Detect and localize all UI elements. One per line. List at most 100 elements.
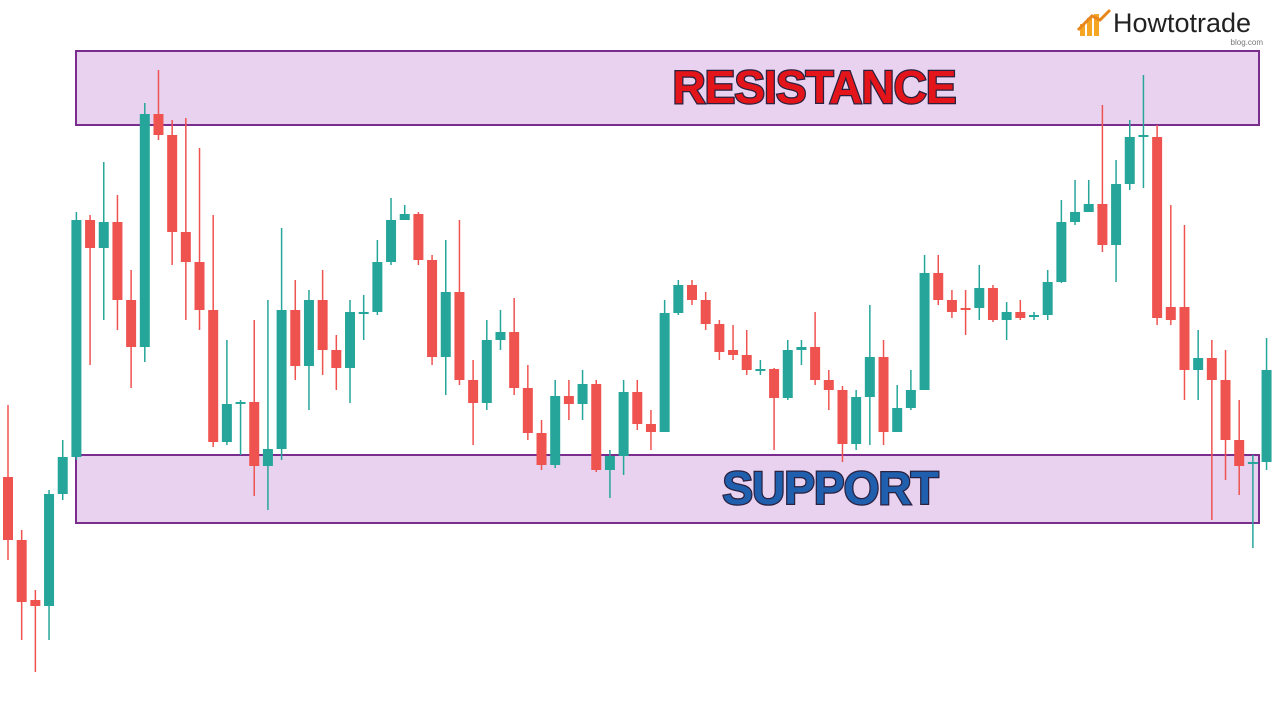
candle-body (645, 424, 656, 432)
candle-body (632, 392, 643, 424)
candle-body (823, 380, 834, 390)
candle-body (946, 300, 957, 312)
candle-body (413, 214, 424, 260)
candle-body (1015, 312, 1026, 318)
candle-body (851, 397, 862, 444)
candle-body (563, 396, 574, 404)
candle-body (1179, 307, 1190, 370)
candle-body (878, 357, 889, 432)
candle-body (755, 369, 766, 371)
candle-body (1247, 462, 1258, 464)
candle-body (1206, 358, 1217, 380)
candle-body (1234, 440, 1245, 466)
candle-body (700, 300, 711, 324)
candle-body (372, 262, 383, 312)
candle-body (591, 384, 602, 470)
candle-body (57, 457, 68, 494)
candle-body (618, 392, 629, 456)
candle-body (960, 308, 971, 310)
candle-body (1001, 312, 1012, 320)
candle-body (1083, 204, 1094, 212)
candle-body (987, 288, 998, 320)
candle-body (905, 390, 916, 408)
candle-body (167, 135, 178, 232)
candle-body (550, 396, 561, 465)
candle-body (728, 350, 739, 355)
candle-body (454, 292, 465, 380)
zone-label: SUPPORT (722, 462, 938, 514)
candle-body (235, 402, 246, 404)
candle-body (522, 388, 533, 433)
candle-body (796, 347, 807, 350)
candle-body (495, 332, 506, 340)
candle-body (577, 384, 588, 404)
candle-body (3, 477, 13, 540)
candle-body (1056, 222, 1067, 282)
candle-body (864, 357, 875, 397)
zone (75, 454, 1260, 524)
candle-body (604, 456, 615, 470)
candle-body (1097, 204, 1108, 245)
candle-body (331, 350, 342, 368)
zone-label: RESISTANCE (672, 61, 955, 113)
candle-body (1152, 137, 1163, 318)
candle-body (1165, 307, 1176, 320)
plot: RESISTANCE SUPPORT (3, 50, 1272, 672)
candle-body (317, 300, 328, 350)
candle-body (769, 369, 780, 398)
candle-body (741, 355, 752, 370)
candle-body (714, 324, 725, 352)
zone (75, 50, 1260, 126)
candle-body (153, 114, 164, 135)
candle-body (509, 332, 520, 388)
candle-body (44, 494, 55, 606)
candle-body (126, 300, 137, 347)
candle-body (1193, 358, 1204, 370)
candle-body (303, 300, 314, 366)
candle-body (892, 408, 903, 432)
candle-body (481, 340, 492, 403)
candle-body (659, 313, 670, 432)
candle-body (1029, 315, 1039, 317)
candle-body (345, 312, 355, 368)
candle-body (427, 260, 438, 357)
candle-body (1124, 137, 1135, 184)
candle-body (1111, 184, 1122, 245)
brand-sub: blog.com (1231, 38, 1264, 47)
candle-body (262, 449, 273, 466)
candle-body (1042, 282, 1053, 315)
candle-body (919, 273, 930, 390)
candle-body (290, 310, 301, 366)
candle-body (386, 220, 397, 262)
candle-body (112, 222, 123, 300)
candle-body (673, 285, 684, 313)
logo-icon (1076, 8, 1112, 36)
candle-body (536, 433, 547, 465)
candle-body (782, 350, 793, 398)
candle-body (221, 404, 232, 442)
candle-body (180, 232, 191, 262)
candle-body (208, 310, 219, 442)
candle-body (71, 220, 82, 457)
candle-body (30, 600, 41, 606)
candle-body (16, 540, 27, 602)
candle-body (810, 347, 821, 380)
candle-body (1138, 135, 1149, 137)
candle-body (687, 285, 697, 300)
candle-body (194, 262, 205, 310)
candle-body (933, 273, 944, 300)
candle-body (139, 114, 150, 347)
candle-body (1261, 370, 1272, 462)
candle-body (440, 292, 451, 357)
candle-body (837, 390, 848, 444)
candle-body (98, 222, 109, 248)
candle-body (974, 288, 985, 308)
candle-body (249, 402, 260, 466)
candle-body (399, 214, 410, 220)
brand-name: Howtotrade (1113, 8, 1251, 38)
candle-body (358, 312, 369, 314)
candle-body (1220, 380, 1231, 440)
candle-body (85, 220, 96, 248)
